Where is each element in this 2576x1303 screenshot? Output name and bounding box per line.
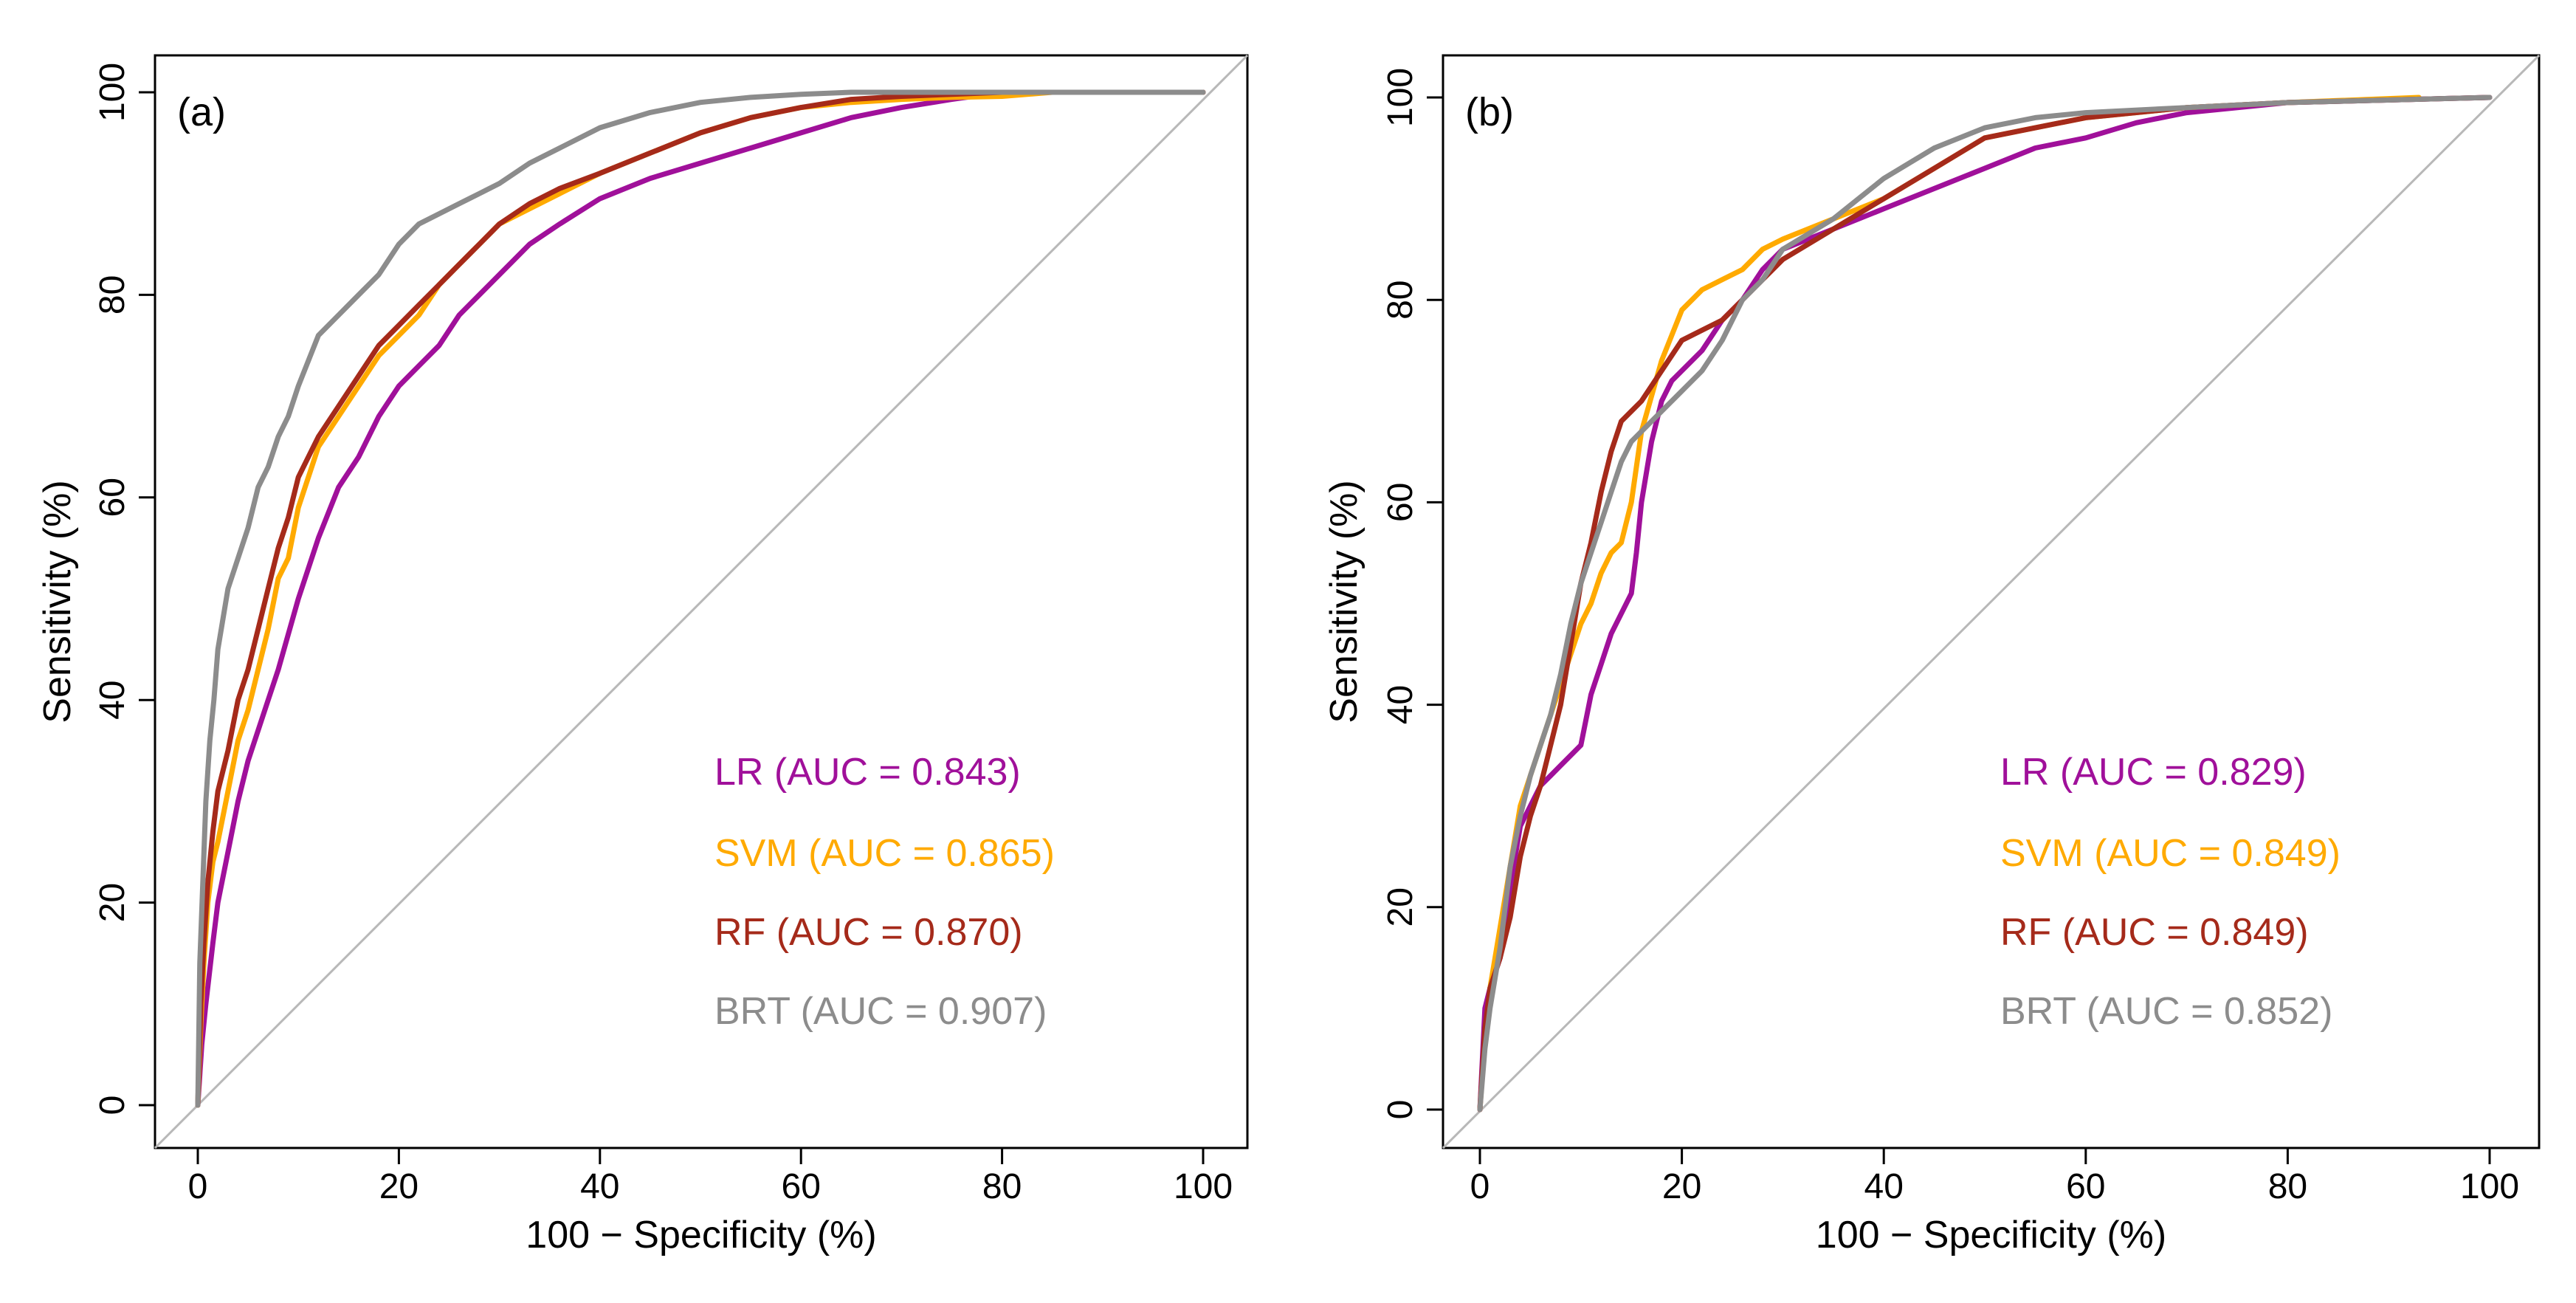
y-tick-label: 0 [1381, 1100, 1420, 1120]
x-tick-label: 40 [580, 1167, 619, 1206]
y-tick-label: 80 [93, 275, 132, 314]
panel-label: (b) [1465, 90, 1514, 134]
y-tick-label: 60 [93, 478, 132, 517]
y-tick-label: 20 [1381, 887, 1420, 926]
legend: LR (AUC = 0.829) SVM (AUC = 0.849) RF (A… [2000, 751, 2341, 1033]
roc-curve-rf [1477, 94, 2493, 1113]
x-tick-label: 80 [982, 1167, 1022, 1206]
x-tick-label: 80 [2268, 1167, 2307, 1206]
roc-curve-lr [1477, 94, 2493, 1113]
legend-entry-brt: BRT (AUC = 0.852) [2000, 990, 2332, 1033]
x-tick-label: 40 [1864, 1167, 1904, 1206]
x-axis-label: 100 − Specificity (%) [526, 1214, 876, 1256]
legend-entry-lr: LR (AUC = 0.843) [714, 751, 1021, 794]
y-tick-label: 60 [1381, 483, 1420, 522]
roc-curve-brt [195, 89, 1206, 1108]
x-tick-label: 0 [188, 1167, 208, 1206]
panel-label: (a) [177, 90, 226, 134]
x-tick-label: 20 [379, 1167, 419, 1206]
panel-b: 0 20 40 60 80 100 0 20 40 60 80 100 (b) 100 − Speci… [1323, 54, 2541, 1256]
x-tick-label: 20 [1662, 1167, 1701, 1206]
y-tick-label: 20 [93, 883, 132, 922]
roc-curve-rf [195, 89, 1206, 1108]
legend-entry-rf: RF (AUC = 0.870) [714, 911, 1023, 954]
x-tick-label: 60 [782, 1167, 821, 1206]
y-tick-label: 100 [93, 63, 132, 122]
legend-entry-rf: RF (AUC = 0.849) [2000, 911, 2309, 954]
y-tick-label: 0 [93, 1096, 132, 1115]
y-tick-label: 80 [1381, 281, 1420, 320]
x-axis-label: 100 − Specificity (%) [1816, 1214, 2166, 1256]
y-tick-label: 40 [93, 681, 132, 720]
y-axis-label: Sensitivity (%) [36, 480, 79, 723]
x-tick-label: 100 [1174, 1167, 1233, 1206]
panel-a: 0 20 40 60 80 100 0 20 40 60 80 100 (a) 100 − Speci… [36, 54, 1249, 1256]
x-tick-label: 0 [1470, 1167, 1490, 1206]
legend-entry-svm: SVM (AUC = 0.865) [714, 832, 1055, 875]
y-axis-label: Sensitivity (%) [1323, 480, 1366, 723]
legend-entry-svm: SVM (AUC = 0.849) [2000, 832, 2341, 875]
plot-border [154, 54, 1249, 1149]
roc-curve-lr [195, 89, 1206, 1108]
plot-border [1442, 54, 2541, 1149]
reference-line [154, 54, 1249, 1149]
roc-curve-brt [1477, 94, 2493, 1113]
y-tick-label: 40 [1381, 685, 1420, 724]
x-tick-label: 100 [2460, 1167, 2519, 1206]
reference-line [1442, 54, 2541, 1149]
legend: LR (AUC = 0.843) SVM (AUC = 0.865) RF (A… [714, 751, 1055, 1033]
legend-entry-brt: BRT (AUC = 0.907) [714, 990, 1047, 1033]
y-tick-label: 100 [1381, 68, 1420, 127]
legend-entry-lr: LR (AUC = 0.829) [2000, 751, 2307, 794]
x-tick-label: 60 [2066, 1167, 2105, 1206]
